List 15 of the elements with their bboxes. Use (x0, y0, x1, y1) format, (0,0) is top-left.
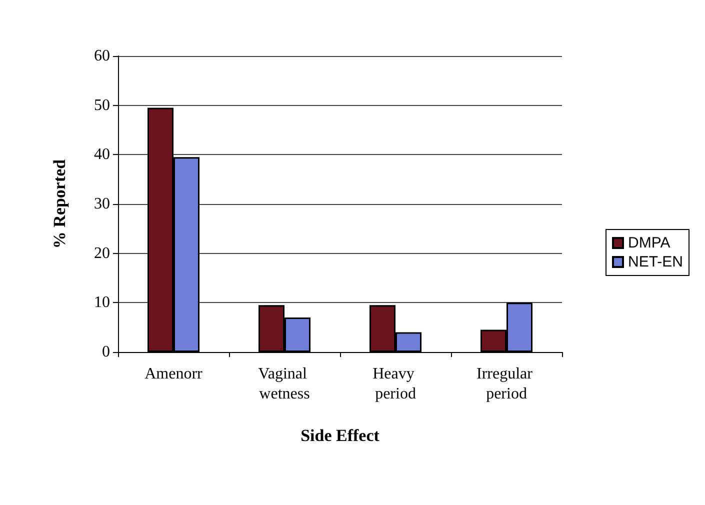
y-tick-label: 0 (102, 344, 110, 360)
y-tick-label: 60 (94, 48, 110, 64)
x-tick-label: Vaginal wetness (258, 366, 311, 402)
x-axis-title: Side Effect (300, 426, 380, 445)
y-axis-title: % Reported (50, 158, 69, 249)
x-tick-label: Amenorr (144, 366, 204, 382)
y-tick-label: 30 (94, 196, 110, 212)
y-tick-label: 40 (94, 146, 110, 164)
y-tick-label: 10 (94, 294, 110, 312)
x-tick-label: Irregular period (476, 366, 536, 402)
legend-label: NET-EN (628, 254, 684, 270)
y-tick-label: 20 (94, 244, 110, 262)
legend-label: DMPA (628, 234, 670, 252)
y-tick-label: 50 (94, 96, 110, 114)
x-tick-label: Heavy period (372, 366, 418, 402)
